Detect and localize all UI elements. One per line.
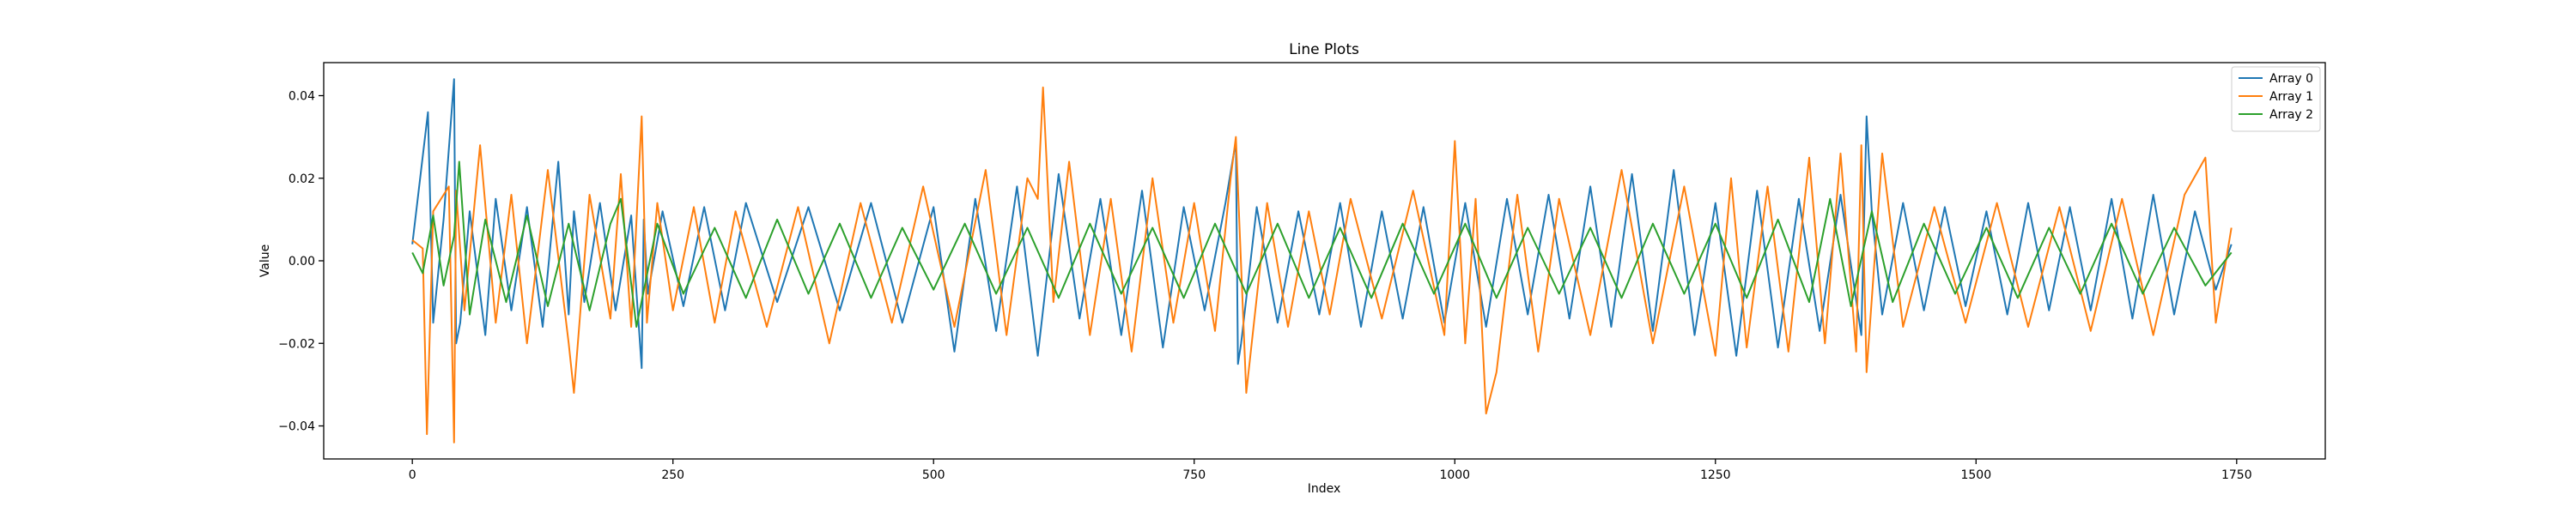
legend-label: Array 1 <box>2269 90 2313 104</box>
x-tick-label: 250 <box>661 468 684 482</box>
legend: Array 0 Array 1 Array 2 <box>2231 66 2321 132</box>
x-tick-label: 750 <box>1182 468 1206 482</box>
series-line-array-2 <box>411 160 2233 328</box>
y-axis: −0.04 −0.02 0.00 0.02 0.04 <box>278 90 324 434</box>
y-tick-label: 0.02 <box>289 172 315 186</box>
y-tick-label: −0.04 <box>278 420 315 434</box>
chart-title: Line Plots <box>1289 41 1359 58</box>
legend-label: Array 0 <box>2269 72 2313 86</box>
x-tick-label: 1750 <box>2221 468 2252 482</box>
y-tick-label: 0.04 <box>289 90 315 104</box>
x-tick-label: 500 <box>922 468 945 482</box>
x-axis-label: Index <box>1308 482 1341 496</box>
legend-label: Array 2 <box>2269 108 2313 122</box>
y-axis-label: Value <box>258 244 272 277</box>
legend-box <box>2231 66 2321 132</box>
y-tick-label: 0.00 <box>289 255 315 269</box>
x-tick-label: 1250 <box>1700 468 1731 482</box>
x-tick-label: 0 <box>409 468 416 482</box>
y-tick-label: −0.02 <box>278 337 315 351</box>
series-layer <box>411 78 2233 444</box>
x-tick-label: 1500 <box>1960 468 1991 482</box>
plot-frame <box>323 62 2326 460</box>
x-tick-label: 1000 <box>1439 468 1470 482</box>
series-line-array-1 <box>411 86 2233 444</box>
series-line-array-0 <box>411 78 2233 370</box>
x-axis: 0 250 500 750 1000 1250 1500 1750 <box>409 459 2252 482</box>
